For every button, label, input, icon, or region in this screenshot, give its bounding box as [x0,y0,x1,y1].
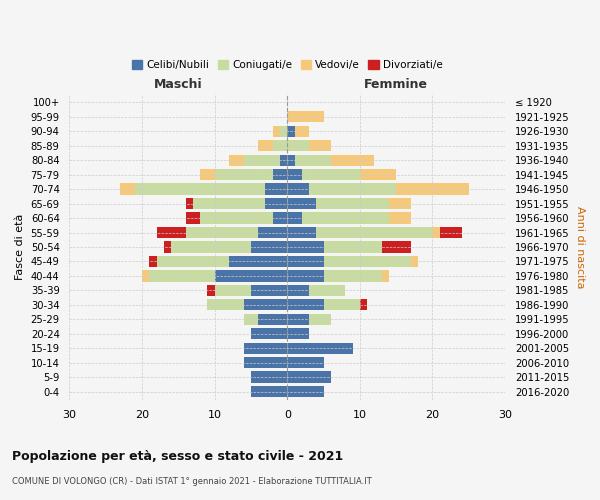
Bar [287,342,353,354]
Bar [280,154,287,166]
Bar [142,270,149,281]
Bar [287,242,323,252]
Bar [323,256,410,267]
Bar [302,212,389,224]
Bar [120,184,135,195]
Text: Maschi: Maschi [154,78,203,91]
Bar [200,212,273,224]
Bar [410,256,418,267]
Bar [215,284,251,296]
Bar [389,198,410,209]
Legend: Celibi/Nubili, Coniugati/e, Vedovi/e, Divorziati/e: Celibi/Nubili, Coniugati/e, Vedovi/e, Di… [128,56,447,74]
Bar [200,169,215,180]
Bar [396,184,469,195]
Bar [193,198,265,209]
Bar [185,227,258,238]
Bar [287,299,323,310]
Text: Popolazione per età, sesso e stato civile - 2021: Popolazione per età, sesso e stato civil… [12,450,343,463]
Bar [244,357,287,368]
Bar [244,154,280,166]
Bar [215,270,287,281]
Bar [258,227,287,238]
Bar [309,140,331,151]
Bar [389,212,410,224]
Y-axis label: Anni di nascita: Anni di nascita [575,206,585,288]
Bar [251,386,287,397]
Bar [287,184,309,195]
Bar [149,256,157,267]
Bar [360,299,367,310]
Bar [287,126,295,137]
Bar [265,198,287,209]
Bar [258,140,273,151]
Bar [287,284,309,296]
Bar [382,270,389,281]
Bar [244,342,287,354]
Bar [244,299,287,310]
Bar [229,154,244,166]
Bar [251,328,287,340]
Bar [287,372,331,383]
Bar [316,198,389,209]
Bar [251,284,287,296]
Bar [265,184,287,195]
Bar [273,169,287,180]
Bar [164,242,171,252]
Bar [287,314,309,325]
Bar [382,242,410,252]
Bar [251,372,287,383]
Bar [323,299,360,310]
Bar [309,284,346,296]
Bar [433,227,440,238]
Bar [309,184,396,195]
Bar [135,184,265,195]
Bar [273,140,287,151]
Bar [287,154,295,166]
Bar [171,242,251,252]
Bar [149,270,215,281]
Bar [323,270,382,281]
Bar [157,256,229,267]
Bar [208,284,215,296]
Bar [280,126,287,137]
Bar [273,212,287,224]
Text: Femmine: Femmine [364,78,428,91]
Bar [440,227,461,238]
Bar [287,328,309,340]
Bar [287,386,323,397]
Bar [273,126,280,137]
Bar [287,198,316,209]
Text: COMUNE DI VOLONGO (CR) - Dati ISTAT 1° gennaio 2021 - Elaborazione TUTTITALIA.IT: COMUNE DI VOLONGO (CR) - Dati ISTAT 1° g… [12,478,372,486]
Bar [287,357,323,368]
Bar [287,212,302,224]
Y-axis label: Fasce di età: Fasce di età [15,214,25,280]
Bar [287,227,316,238]
Bar [309,314,331,325]
Bar [331,154,374,166]
Bar [185,198,193,209]
Bar [258,314,287,325]
Bar [295,154,331,166]
Bar [360,169,396,180]
Bar [157,227,185,238]
Bar [302,169,360,180]
Bar [244,314,258,325]
Bar [229,256,287,267]
Bar [287,256,323,267]
Bar [185,212,200,224]
Bar [287,111,323,122]
Bar [316,227,433,238]
Bar [295,126,309,137]
Bar [215,169,273,180]
Bar [251,242,287,252]
Bar [323,242,382,252]
Bar [208,299,244,310]
Bar [287,270,323,281]
Bar [287,140,309,151]
Bar [287,169,302,180]
